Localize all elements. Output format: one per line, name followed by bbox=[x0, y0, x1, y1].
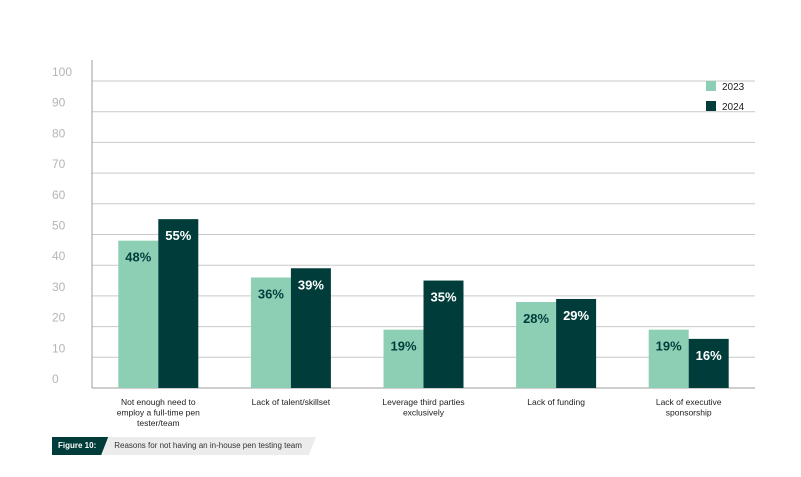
bar-2024-3 bbox=[423, 280, 464, 388]
x-tick-label-line: employ a full-time pen bbox=[117, 408, 200, 418]
y-tick-label: 30 bbox=[52, 280, 66, 294]
bar-2024-5 bbox=[688, 338, 729, 388]
x-tick-label: Leverage third parties exclusively bbox=[382, 397, 464, 418]
x-tick-label-line: Lack of executive bbox=[656, 397, 722, 407]
bar-2023-4 bbox=[516, 302, 557, 388]
x-tick-label: Lack of funding bbox=[527, 397, 585, 407]
y-tick-label: 40 bbox=[52, 249, 66, 263]
bar-2023-2 bbox=[250, 277, 291, 388]
bar-2024-4 bbox=[556, 298, 597, 388]
x-tick-label-line: Lack of funding bbox=[527, 397, 585, 407]
data-label: 19% bbox=[390, 339, 416, 354]
bar-2023-5 bbox=[648, 329, 689, 388]
data-label: 35% bbox=[430, 290, 456, 305]
y-tick-label: 0 bbox=[52, 372, 59, 386]
legend-swatch-2023 bbox=[706, 81, 716, 91]
bar-2023-1 bbox=[118, 240, 159, 388]
legend-label: 2024 bbox=[722, 102, 745, 113]
y-tick-label: 60 bbox=[52, 188, 66, 202]
y-tick-label: 70 bbox=[52, 157, 66, 171]
y-tick-label: 50 bbox=[52, 219, 66, 233]
data-label: 48% bbox=[125, 250, 151, 265]
data-label: 36% bbox=[258, 286, 284, 301]
figure-caption: Figure 10: Reasons for not having an in-… bbox=[52, 437, 316, 455]
y-tick-label: 90 bbox=[52, 96, 66, 110]
x-tick-label: Not enough need to employ a full-time pen… bbox=[117, 397, 200, 428]
legend-label: 2023 bbox=[722, 82, 745, 93]
data-label: 16% bbox=[696, 348, 722, 363]
y-tick-label: 20 bbox=[52, 311, 66, 325]
y-tick-label: 10 bbox=[52, 341, 66, 355]
data-label: 28% bbox=[523, 311, 549, 326]
bar-2024-2 bbox=[290, 268, 331, 388]
figure-caption-text: Reasons for not having an in-house pen t… bbox=[102, 437, 316, 455]
x-tick-label: Lack of executive sponsorship bbox=[656, 397, 722, 418]
data-label: 19% bbox=[656, 339, 682, 354]
x-tick-label-line: tester/team bbox=[137, 418, 180, 428]
x-tick-label-line: Not enough need to bbox=[121, 397, 196, 407]
x-tick-label-line: Lack of talent/skillset bbox=[252, 397, 331, 407]
x-tick-label: Lack of talent/skillset bbox=[252, 397, 331, 407]
y-tick-label: 100 bbox=[52, 65, 72, 79]
data-label: 39% bbox=[298, 277, 324, 292]
legend-swatch-2024 bbox=[706, 101, 716, 111]
data-label: 29% bbox=[563, 308, 589, 323]
x-tick-label-line: Leverage third parties bbox=[382, 397, 464, 407]
data-label: 55% bbox=[165, 228, 191, 243]
figure-number: Figure 10: bbox=[52, 437, 108, 455]
bar-2024-1 bbox=[158, 219, 199, 388]
bar-2023-3 bbox=[383, 329, 424, 388]
y-tick-label: 80 bbox=[52, 126, 66, 140]
x-tick-label-line: exclusively bbox=[403, 408, 445, 418]
x-tick-label-line: sponsorship bbox=[666, 408, 712, 418]
